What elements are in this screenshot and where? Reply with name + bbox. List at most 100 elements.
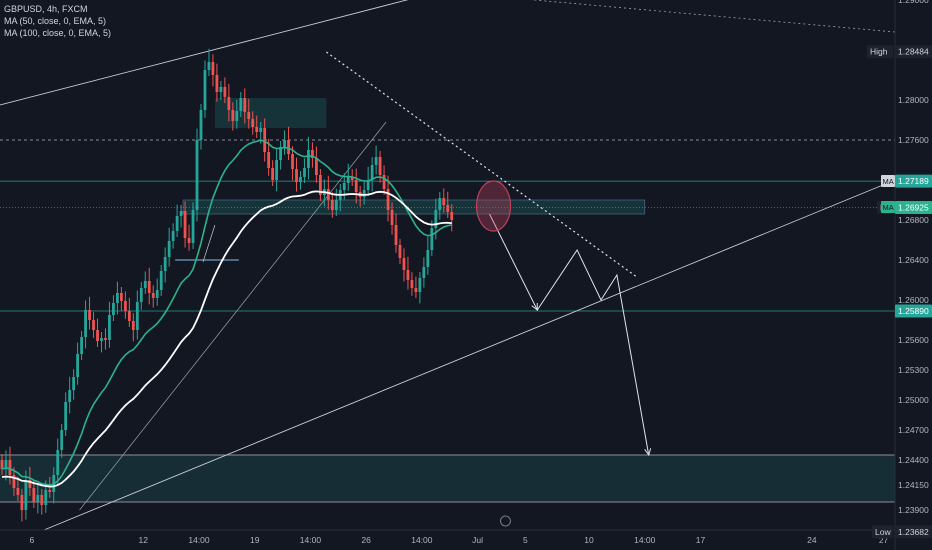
candle-body xyxy=(131,321,135,330)
candle-body xyxy=(123,301,127,311)
candle-body xyxy=(386,189,390,210)
candle-body xyxy=(28,480,32,488)
candle-body xyxy=(68,390,72,402)
lower-channel-line xyxy=(31,179,896,536)
x-tick-label: 6 xyxy=(29,535,34,545)
candle xyxy=(299,171,302,190)
legend-ma100[interactable]: MA (100, close, 0, EMA, 5) xyxy=(4,28,112,38)
candle xyxy=(0,454,4,475)
candle xyxy=(36,483,40,514)
candle-body xyxy=(426,250,430,267)
candle xyxy=(80,331,83,360)
upper-channel-line xyxy=(0,0,409,106)
candle xyxy=(203,60,207,118)
candle-body xyxy=(24,480,28,510)
candle xyxy=(155,278,159,306)
candle xyxy=(255,115,259,138)
candle-body xyxy=(398,245,402,258)
candle xyxy=(267,138,271,176)
candle xyxy=(60,424,64,458)
candle-body xyxy=(147,281,151,293)
candle xyxy=(112,295,115,321)
legend-symbol[interactable]: GBPUSD, 4h, FXCM xyxy=(4,4,88,14)
candle-body xyxy=(56,450,60,475)
candle xyxy=(195,128,199,222)
candle-body xyxy=(374,157,378,165)
price-label-value: 1.27189 xyxy=(898,176,929,186)
candle-body xyxy=(84,310,87,337)
small-trend-mark xyxy=(202,224,216,263)
candle-body xyxy=(251,119,255,127)
candle-body xyxy=(311,150,314,158)
candle xyxy=(8,446,12,485)
candle-body xyxy=(267,152,271,168)
candle-body xyxy=(255,127,259,132)
candle xyxy=(442,188,446,213)
candle xyxy=(330,192,334,218)
candle-body xyxy=(318,175,322,195)
candle xyxy=(4,450,8,481)
x-tick-label: 12 xyxy=(139,535,149,545)
price-label-tag-box xyxy=(867,45,893,59)
chart-legend: GBPUSD, 4h, FXCM MA (50, close, 0, EMA, … xyxy=(4,3,111,39)
candle xyxy=(394,213,398,253)
price-label-tag: High xyxy=(870,47,888,57)
candle-body xyxy=(112,303,115,315)
candle-body xyxy=(108,315,111,340)
price-label-tag: Low xyxy=(875,527,891,537)
candle-body xyxy=(203,70,207,110)
candle-body xyxy=(382,175,386,189)
candle-body xyxy=(334,200,338,210)
candle-body xyxy=(418,278,422,292)
highlight-circle xyxy=(475,180,512,232)
candle-body xyxy=(199,110,203,140)
candle xyxy=(32,480,36,508)
candle xyxy=(179,205,183,228)
x-tick-label: 10 xyxy=(584,535,594,545)
candle-body xyxy=(127,311,131,321)
time-axis xyxy=(0,530,932,550)
candle-body xyxy=(32,488,36,502)
candle xyxy=(183,201,187,248)
candle-body xyxy=(446,205,450,212)
candle-body xyxy=(346,177,350,183)
candle-body xyxy=(88,310,91,320)
x-tick-label: 19 xyxy=(250,535,260,545)
x-tick-label: 14:00 xyxy=(300,535,322,545)
candle xyxy=(100,332,103,353)
y-tick-label: 1.27600 xyxy=(898,135,929,145)
candle-body xyxy=(307,150,310,168)
candle-body xyxy=(80,337,83,354)
candle xyxy=(291,146,294,181)
candle xyxy=(139,282,143,310)
zone-2 xyxy=(182,199,646,215)
candle xyxy=(438,192,442,220)
ma-tag: MA xyxy=(881,201,895,213)
ma-tag-box xyxy=(881,175,895,187)
candle-body xyxy=(326,189,330,200)
candle-body xyxy=(402,258,406,270)
price-label-box xyxy=(895,525,932,539)
candle xyxy=(382,165,386,195)
candle xyxy=(72,369,76,400)
x-tick-label: 24 xyxy=(807,535,817,545)
price-label-box xyxy=(895,174,932,188)
candle xyxy=(450,204,454,232)
candle xyxy=(334,188,338,216)
candle-body xyxy=(60,430,64,450)
y-tick-label: 1.28000 xyxy=(898,95,929,105)
price-label: 1.23682 Low xyxy=(872,525,932,539)
candle xyxy=(275,148,279,192)
candle-body xyxy=(263,128,267,152)
legend-ma50[interactable]: MA (50, close, 0, EMA, 5) xyxy=(4,16,107,26)
candle-body xyxy=(350,177,354,180)
candle xyxy=(406,256,410,290)
candle-body xyxy=(410,280,414,288)
price-label-box xyxy=(895,304,932,318)
ma-tag-label: MA xyxy=(883,203,894,212)
candle-body xyxy=(139,288,143,302)
candle xyxy=(12,467,16,496)
candle xyxy=(175,204,179,237)
candle-body xyxy=(215,75,219,92)
